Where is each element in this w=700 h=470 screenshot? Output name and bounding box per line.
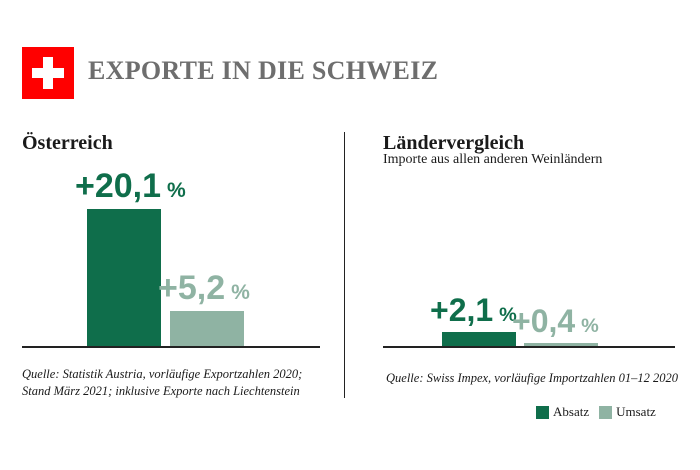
left-label-umsatz-number: +5,2 xyxy=(158,268,226,307)
page-title: EXPORTE IN DIE SCHWEIZ xyxy=(88,56,439,85)
flag-cross-horizontal xyxy=(32,68,64,78)
legend-swatch-umsatz xyxy=(599,405,613,419)
left-chart-baseline xyxy=(22,346,320,348)
right-source-line-1: Quelle: Swiss Impex, vorläufige Importza… xyxy=(386,371,678,385)
right-bar-absatz xyxy=(442,331,516,346)
left-bar-umsatz xyxy=(170,310,244,346)
left-source-note: Quelle: Statistik Austria, vorläufige Ex… xyxy=(22,366,302,400)
right-label-absatz-number: +2,1 xyxy=(430,291,494,328)
right-label-umsatz: +0,4% xyxy=(512,305,599,337)
left-label-umsatz-unit: % xyxy=(231,280,250,304)
left-label-absatz-number: +20,1 xyxy=(75,167,162,206)
legend-label-absatz: Absatz xyxy=(553,404,590,419)
right-source-note: Quelle: Swiss Impex, vorläufige Importza… xyxy=(386,370,678,387)
chart-legend: Absatz Umsatz xyxy=(536,404,666,420)
left-source-line-1: Quelle: Statistik Austria, vorläufige Ex… xyxy=(22,367,303,381)
right-chart-subtitle: Importe aus allen anderen Weinländern xyxy=(383,152,603,167)
right-chart-title: Ländervergleich xyxy=(383,132,525,154)
legend-item-absatz: Absatz xyxy=(536,404,589,420)
swiss-flag-icon xyxy=(22,47,74,99)
right-label-absatz: +2,1% xyxy=(430,294,517,326)
left-label-absatz: +20,1% xyxy=(75,169,186,203)
right-label-umsatz-unit: % xyxy=(581,315,599,337)
right-bar-umsatz xyxy=(524,343,598,346)
left-label-absatz-unit: % xyxy=(167,179,186,203)
left-bar-absatz xyxy=(87,209,161,346)
left-source-line-2: Stand März 2021; inklusive Exporte nach … xyxy=(22,384,300,398)
right-chart-baseline xyxy=(383,346,675,348)
right-label-umsatz-number: +0,4 xyxy=(512,303,576,339)
legend-item-umsatz: Umsatz xyxy=(599,404,656,420)
legend-swatch-absatz xyxy=(536,405,549,419)
left-chart-title: Österreich xyxy=(22,132,113,154)
panel-divider xyxy=(344,132,345,398)
right-label-absatz-unit: % xyxy=(499,303,517,326)
legend-label-umsatz: Umsatz xyxy=(616,404,656,419)
left-label-umsatz: +5,2% xyxy=(158,271,250,305)
